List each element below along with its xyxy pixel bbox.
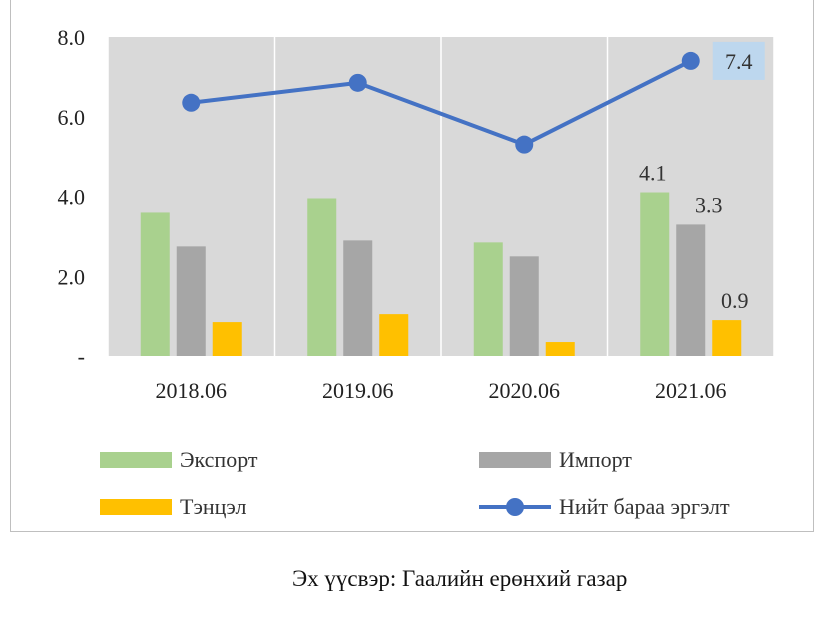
bar [307, 198, 337, 356]
bar [176, 246, 206, 356]
x-tick-label: 2020.06 [489, 378, 561, 403]
y-tick-label: - [78, 344, 85, 369]
bar [379, 314, 409, 356]
x-tick-label: 2019.06 [322, 378, 394, 403]
bar [473, 242, 503, 356]
data-label-highlight [712, 41, 765, 80]
bar [212, 322, 242, 356]
bar [640, 192, 670, 356]
y-tick-label: 8.0 [58, 25, 86, 50]
bar [545, 342, 575, 356]
chart-frame: - 2.0 4.0 6.0 8.0 2018.06 2019.06 2020.06 2021.0… [10, 0, 814, 532]
y-tick-label: 4.0 [58, 185, 86, 210]
chart-svg: - 2.0 4.0 6.0 8.0 2018.06 2019.06 2020.06 2021.0… [58, 25, 775, 403]
bar [509, 256, 539, 356]
line-point [681, 51, 700, 70]
bar [676, 224, 706, 356]
bar [712, 320, 742, 356]
line-point [182, 93, 201, 112]
data-label: 4.1 [639, 161, 667, 186]
data-label: 7.4 [725, 49, 753, 74]
data-label: 3.3 [695, 192, 723, 217]
y-tick-label: 6.0 [58, 105, 86, 130]
x-tick-label: 2018.06 [156, 378, 228, 403]
data-label: 0.9 [721, 288, 749, 313]
x-tick-label: 2021.06 [655, 378, 727, 403]
y-tick-label: 2.0 [58, 264, 86, 289]
bar [343, 240, 373, 356]
source-note: Эх үүсвэр: Гаалийн ерөнхий газар [292, 566, 628, 591]
bar [140, 212, 170, 356]
line-point [348, 73, 367, 92]
line-point [515, 135, 534, 154]
series-line [191, 59, 692, 147]
